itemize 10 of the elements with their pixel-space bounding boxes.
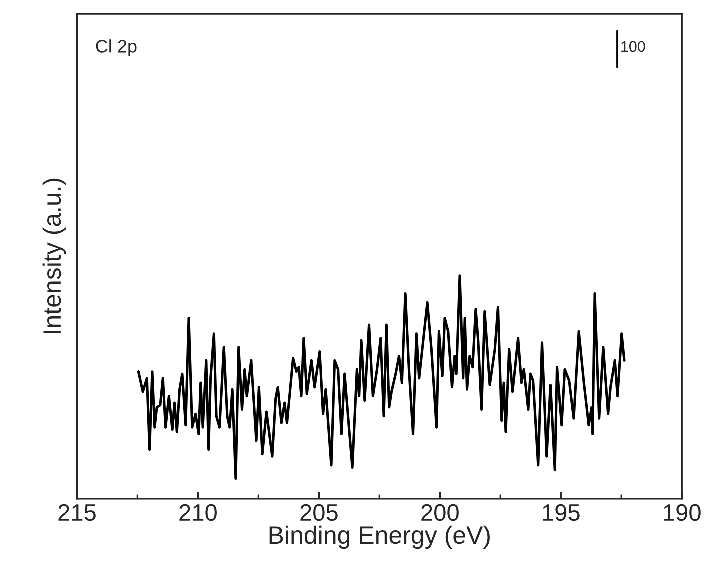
y-axis-title: Intensity (a.u.) xyxy=(42,178,66,334)
x-tick-label: 215 xyxy=(58,504,96,522)
x-tick-label: 205 xyxy=(300,504,338,522)
x-tick-label: 195 xyxy=(543,504,580,522)
x-tick-label: 190 xyxy=(664,504,701,522)
x-axis-title: Binding Energy (eV) xyxy=(270,526,490,550)
x-tick-label: 200 xyxy=(422,504,459,522)
text: Cl 2p xyxy=(96,40,137,56)
text: 100 xyxy=(622,41,646,52)
x-tick-label: 210 xyxy=(180,504,217,522)
